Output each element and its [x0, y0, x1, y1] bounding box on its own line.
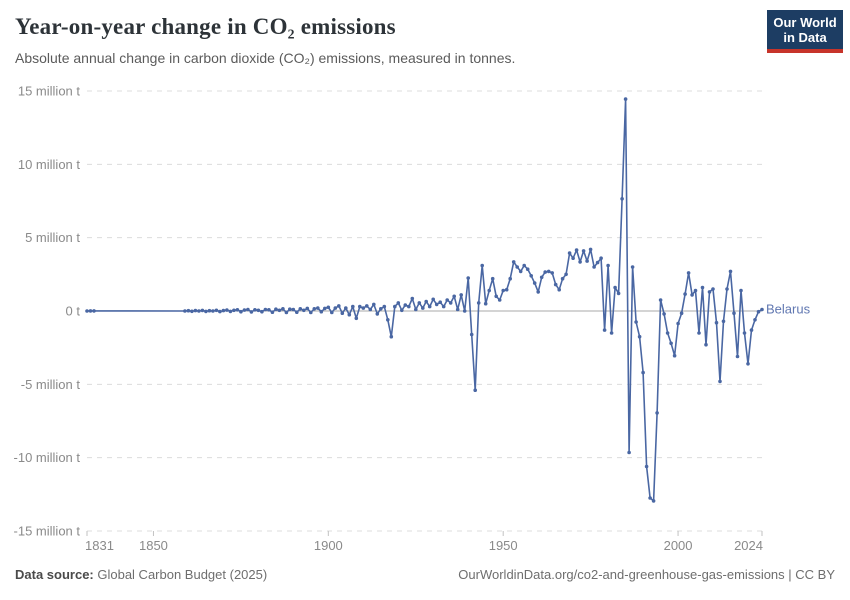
data-source-label: Data source:: [15, 567, 94, 582]
x-axis-labels: 1831 1850 1900 1950 2000 2024: [85, 538, 763, 553]
svg-text:0 t: 0 t: [66, 304, 81, 319]
svg-text:-5 million t: -5 million t: [21, 377, 81, 392]
svg-text:-10 million t: -10 million t: [14, 450, 81, 465]
svg-text:2024: 2024: [734, 538, 763, 553]
svg-text:1950: 1950: [489, 538, 518, 553]
svg-text:10 million t: 10 million t: [18, 157, 81, 172]
license-note: OurWorldinData.org/co2-and-greenhouse-ga…: [458, 567, 835, 582]
svg-text:-15 million t: -15 million t: [14, 524, 81, 539]
svg-text:1900: 1900: [314, 538, 343, 553]
svg-text:1850: 1850: [139, 538, 168, 553]
svg-text:15 million t: 15 million t: [18, 84, 81, 99]
owid-logo[interactable]: Our World in Data: [767, 10, 843, 53]
chart-title: Year-on-year change in CO₂ emissions: [15, 14, 396, 39]
owid-logo-line2: in Data: [783, 30, 827, 45]
data-points: [85, 97, 764, 503]
data-source-text: Global Carbon Budget (2025): [93, 567, 268, 582]
y-axis-labels: 15 million t 10 million t 5 million t 0 t -5…: [14, 84, 81, 539]
svg-text:1831: 1831: [85, 538, 114, 553]
chart-footer: Data source: Global Carbon Budget (2025)…: [0, 567, 850, 582]
svg-text:5 million t: 5 million t: [25, 230, 80, 245]
chart-subtitle: Absolute annual change in carbon dioxide…: [15, 50, 516, 66]
data-source-note: Data source: Global Carbon Budget (2025): [15, 567, 267, 582]
owid-logo-line1: Our World: [773, 15, 837, 30]
x-axis-ticks: [86, 531, 763, 536]
entity-label[interactable]: Belarus: [766, 302, 811, 317]
svg-text:2000: 2000: [664, 538, 693, 553]
